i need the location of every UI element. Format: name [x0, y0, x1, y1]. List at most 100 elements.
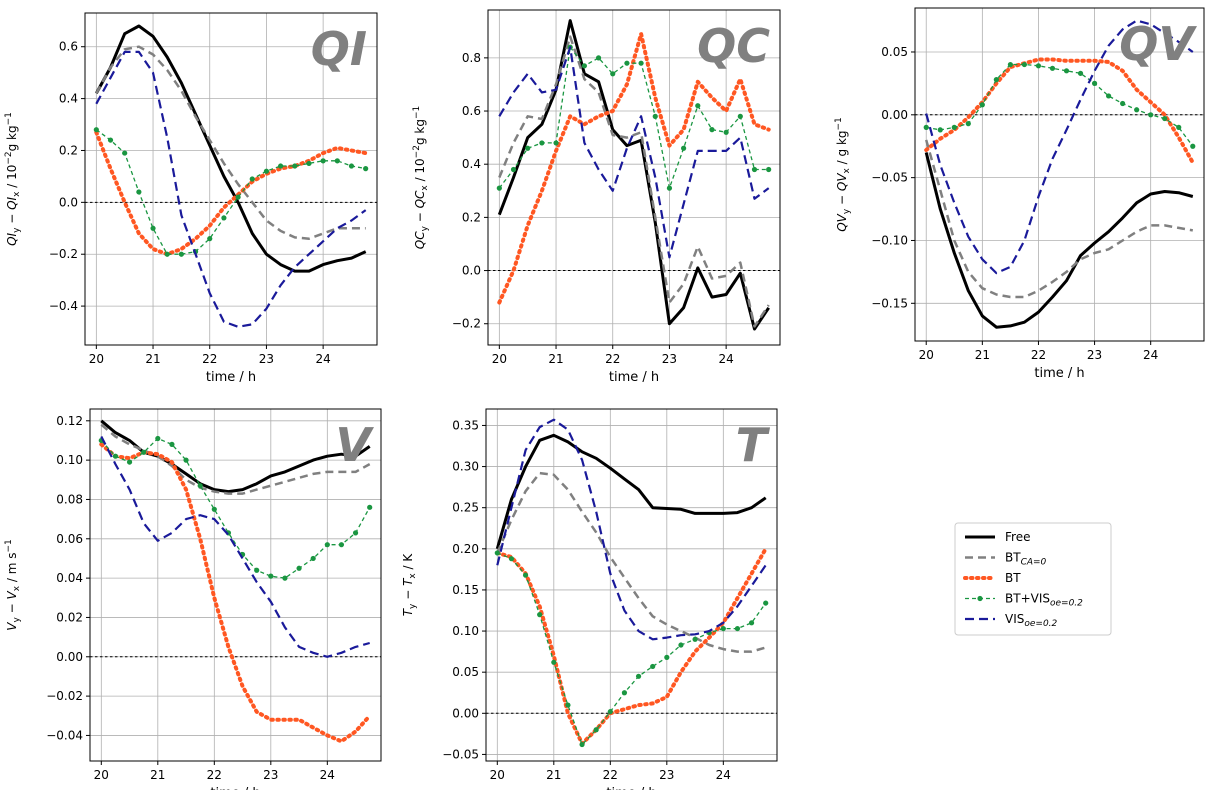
qi-ytick-label: 0.4 [59, 92, 78, 106]
t-point-bt-vis [748, 620, 755, 626]
qc-plot-frame [487, 9, 781, 346]
qc-point-bt-vis [624, 60, 630, 66]
qi-point-bt-vis [263, 168, 270, 174]
qv-point-bt-vis [1176, 124, 1182, 130]
v-point-bt-vis [352, 530, 359, 536]
qv-xtick-label: 20 [919, 348, 934, 362]
qi-point-bt-vis [334, 158, 340, 164]
qc-point-bt-vis [539, 140, 545, 146]
t-xtick-label: 22 [603, 768, 618, 782]
qv-point-bt-vis [993, 77, 999, 83]
t-series-bt [495, 546, 768, 746]
t-xaxis-label: time / h [606, 786, 656, 790]
v-point-bt-vis [310, 555, 316, 562]
legend-marker [977, 595, 983, 602]
v-point-bt-vis [141, 449, 147, 455]
qv-point-bt-vis [965, 121, 971, 127]
v-point-bt-vis [268, 573, 274, 579]
qc-ytick-label: 0.2 [462, 210, 481, 224]
qv-ytick-label: −0.15 [871, 296, 908, 310]
t-point-bt-vis [508, 556, 515, 562]
qv-xaxis-label: time / h [1034, 366, 1084, 381]
qi-ytick-label: 0.2 [59, 143, 78, 157]
v-point-bt-vis [296, 565, 302, 571]
qi-xtick-label: 24 [315, 352, 330, 366]
qi-xtick-label: 22 [202, 352, 217, 366]
legend-label-free: Free [1005, 530, 1030, 544]
qv-xtick-label: 22 [1031, 348, 1046, 362]
qv-point-bt-vis [1035, 63, 1042, 69]
v-point-bt-vis [197, 483, 203, 489]
t-panel-title: T [736, 418, 771, 472]
qv-point-bt-vis [1049, 65, 1056, 71]
t-xtick-label: 21 [546, 768, 561, 782]
qc-point-bt-vis [595, 55, 602, 61]
t-ytick-label: 0.20 [452, 542, 479, 556]
v-xtick-label: 21 [150, 768, 165, 782]
t-yaxis-label: Ty − Tx / K [401, 553, 418, 617]
qi-panel-title: QI [311, 22, 367, 76]
qc-point-bt-vis [652, 113, 658, 119]
qv-series-free [924, 152, 1194, 329]
v-ytick-label: 0.04 [56, 571, 83, 585]
t-ytick-label: 0.25 [452, 501, 479, 515]
qv-ytick-label: −0.10 [871, 233, 908, 247]
qc-ytick-label: −0.2 [452, 317, 481, 331]
qv-point-bt-vis [1091, 80, 1098, 86]
v-point-bt-vis [155, 435, 161, 442]
qi-point-bt-vis [221, 215, 227, 221]
qv-series-vis [925, 19, 1194, 275]
t-point-bt-vis [607, 709, 613, 715]
v-ytick-label: 0.08 [56, 492, 83, 506]
v-point-bt-vis [112, 453, 119, 459]
legend-label-vis: VISoe=0.2 [1005, 612, 1058, 629]
legend-label-bt: BT [1005, 571, 1021, 585]
v-xtick-label: 23 [263, 768, 278, 782]
t-point-bt-vis [621, 690, 628, 696]
qi-point-bt-vis [107, 137, 114, 143]
v-xaxis-label: time / h [210, 786, 260, 790]
qi-point-bt-vis [320, 158, 326, 164]
qi-point-bt-vis [93, 127, 99, 133]
v-point-bt-vis [282, 575, 288, 581]
qi-point-bt-vis [122, 150, 128, 156]
panel-v: 20 21 22 23 24 −0.04 −0.02 0.00 0.02 0.04 0.06 0.08… [4, 408, 382, 790]
t-point-bt-vis [522, 572, 529, 578]
qc-xaxis-label: time / h [609, 370, 659, 385]
qc-ytick-label: 0.4 [462, 157, 481, 171]
t-point-bt-vis [565, 702, 571, 708]
qv-point-bt-vis [1162, 115, 1168, 122]
v-ytick-label: 0.06 [56, 532, 83, 546]
v-point-bt-vis [254, 567, 260, 573]
qv-point-bt-vis [1106, 93, 1112, 99]
qc-point-bt-vis [723, 129, 729, 135]
qc-point-bt-vis [766, 166, 772, 173]
qc-point-bt-vis [496, 185, 502, 191]
qi-ytick-label: 0.6 [59, 40, 78, 54]
qi-point-bt-vis [150, 225, 156, 231]
t-ytick-label: 0.30 [452, 460, 479, 474]
qc-series-bt-ca0 [498, 35, 770, 328]
qv-point-bt-vis [937, 127, 943, 133]
v-point-bt-vis [211, 506, 217, 512]
qv-xtick-label: 24 [1143, 348, 1158, 362]
qi-series-bt-ca0 [95, 45, 366, 240]
qc-point-bt-vis [638, 60, 644, 66]
qc-panel-title: QC [697, 19, 770, 73]
qc-point-bt-vis [510, 166, 517, 173]
qc-series-free [497, 19, 770, 331]
qi-series-bt [94, 130, 368, 257]
t-plot-frame [485, 408, 778, 762]
legend-box [954, 522, 1112, 636]
qv-xtick-label: 21 [975, 348, 990, 362]
t-point-bt-vis [494, 550, 500, 556]
qv-point-bt-vis [1134, 107, 1140, 113]
qv-point-bt-vis [979, 102, 985, 108]
qv-series-bt-ca0 [924, 139, 1194, 299]
qi-series-free [94, 24, 367, 273]
qc-xtick-label: 20 [492, 352, 507, 366]
qv-ytick-label: 0.00 [881, 108, 908, 122]
t-point-bt-vis [720, 625, 726, 632]
t-ytick-label: 0.00 [452, 706, 479, 720]
